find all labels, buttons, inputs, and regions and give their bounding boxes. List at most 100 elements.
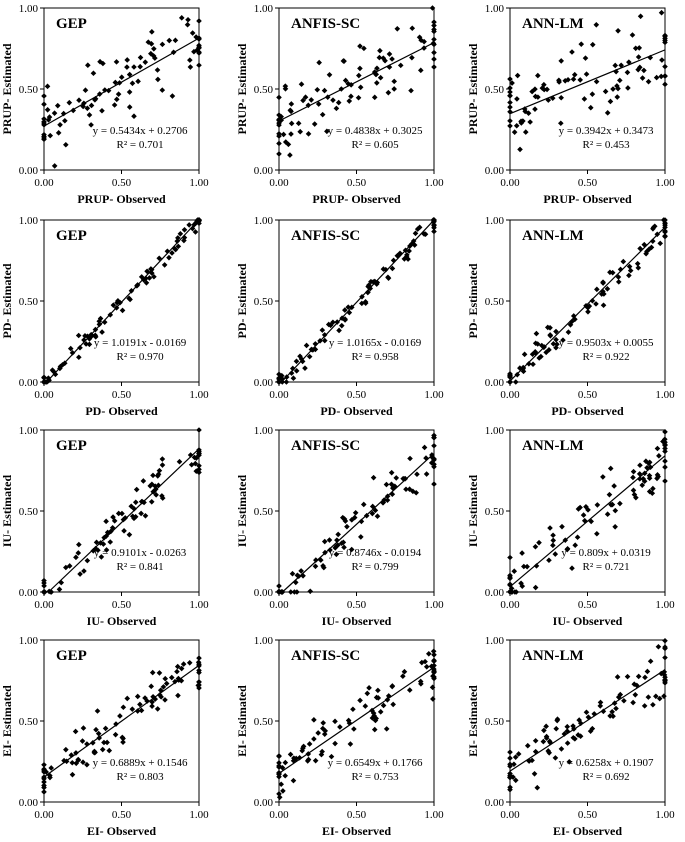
data-point: [112, 731, 119, 738]
data-point: [662, 644, 668, 650]
data-point: [421, 444, 428, 451]
data-point: [196, 18, 202, 24]
data-point: [570, 313, 577, 319]
scatter-panel: 0.00 0.50 1.00 0.00 0.50 1.00 EI- Observed EI- …: [0, 635, 209, 838]
data-point: [193, 34, 199, 40]
data-point: [138, 510, 144, 517]
x-tick-label: 1.00: [189, 599, 209, 611]
data-point: [41, 116, 47, 122]
data-point: [302, 94, 309, 101]
data-point: [585, 507, 591, 513]
data-point: [585, 308, 591, 315]
data-point: [60, 110, 67, 117]
data-point: [512, 777, 519, 784]
data-point: [421, 38, 427, 45]
x-tick-label: 1.00: [189, 809, 209, 821]
data-point: [660, 438, 666, 445]
data-point: [431, 432, 437, 439]
data-point: [103, 518, 109, 525]
data-point: [520, 118, 526, 124]
data-point: [276, 122, 282, 128]
y-tick-label: 1.00: [254, 3, 274, 15]
data-point: [196, 685, 202, 691]
data-point: [389, 683, 396, 690]
data-point: [115, 510, 122, 517]
data-point: [196, 679, 202, 685]
data-point: [540, 738, 547, 745]
data-point: [431, 481, 437, 487]
data-point: [620, 258, 627, 265]
data-point: [539, 85, 546, 91]
data-point: [521, 563, 527, 570]
model-label-box: [519, 647, 587, 665]
data-point: [333, 105, 340, 112]
model-label: GEP: [56, 648, 87, 664]
data-point: [178, 15, 185, 21]
data-point: [41, 589, 47, 595]
data-point: [534, 784, 541, 791]
data-point: [113, 96, 120, 103]
data-point: [77, 344, 83, 351]
data-point: [41, 767, 47, 773]
data-point: [401, 668, 408, 675]
data-point: [132, 499, 139, 506]
data-point: [650, 224, 657, 231]
data-point: [513, 589, 520, 595]
data-point: [431, 56, 437, 62]
data-point: [507, 374, 513, 380]
data-point: [513, 122, 520, 129]
data-point: [166, 254, 172, 261]
data-point: [104, 739, 110, 746]
data-point: [401, 256, 408, 262]
model-label: GEP: [56, 228, 87, 244]
data-point: [163, 680, 170, 687]
data-point: [405, 256, 411, 262]
data-point: [418, 681, 424, 687]
data-point: [307, 588, 314, 595]
data-point: [330, 97, 336, 103]
x-axis-label: PD- Observed: [551, 404, 624, 418]
data-point: [290, 777, 297, 784]
data-point: [308, 97, 315, 103]
data-point: [639, 75, 646, 81]
data-point: [336, 327, 342, 334]
y-tick-label: 0.00: [485, 587, 505, 599]
data-point: [160, 684, 167, 690]
data-point: [111, 102, 118, 108]
data-point: [532, 543, 539, 550]
y-tick-label: 0.00: [254, 165, 274, 177]
data-point: [80, 759, 86, 766]
data-point: [411, 242, 418, 248]
x-axis-label: IU- Observed: [87, 614, 157, 628]
data-point: [318, 751, 325, 758]
data-point: [639, 482, 646, 488]
data-point: [543, 723, 549, 730]
data-point: [400, 673, 406, 680]
data-point: [538, 342, 545, 349]
data-point: [300, 97, 306, 104]
data-point: [589, 41, 596, 48]
data-point: [375, 695, 382, 701]
data-point: [507, 763, 513, 770]
data-point: [374, 513, 381, 519]
data-point: [637, 64, 643, 71]
data-point: [327, 322, 334, 329]
data-point: [409, 25, 416, 32]
data-point: [184, 21, 191, 28]
data-point: [381, 497, 387, 503]
y-tick-label: 0.50: [19, 296, 39, 308]
data-point: [81, 568, 87, 574]
data-point: [144, 268, 150, 275]
data-point: [96, 318, 103, 325]
y-tick-label: 1.00: [19, 3, 39, 15]
data-point: [103, 547, 110, 553]
data-point: [662, 654, 668, 661]
data-point: [535, 72, 541, 79]
x-tick-label: 0.50: [347, 177, 367, 189]
x-tick-label: 1.00: [424, 389, 444, 401]
y-tick-label: 0.50: [485, 84, 505, 96]
data-point: [150, 53, 157, 59]
model-label: GEP: [56, 16, 87, 32]
data-point: [366, 685, 372, 691]
data-point: [156, 670, 163, 676]
